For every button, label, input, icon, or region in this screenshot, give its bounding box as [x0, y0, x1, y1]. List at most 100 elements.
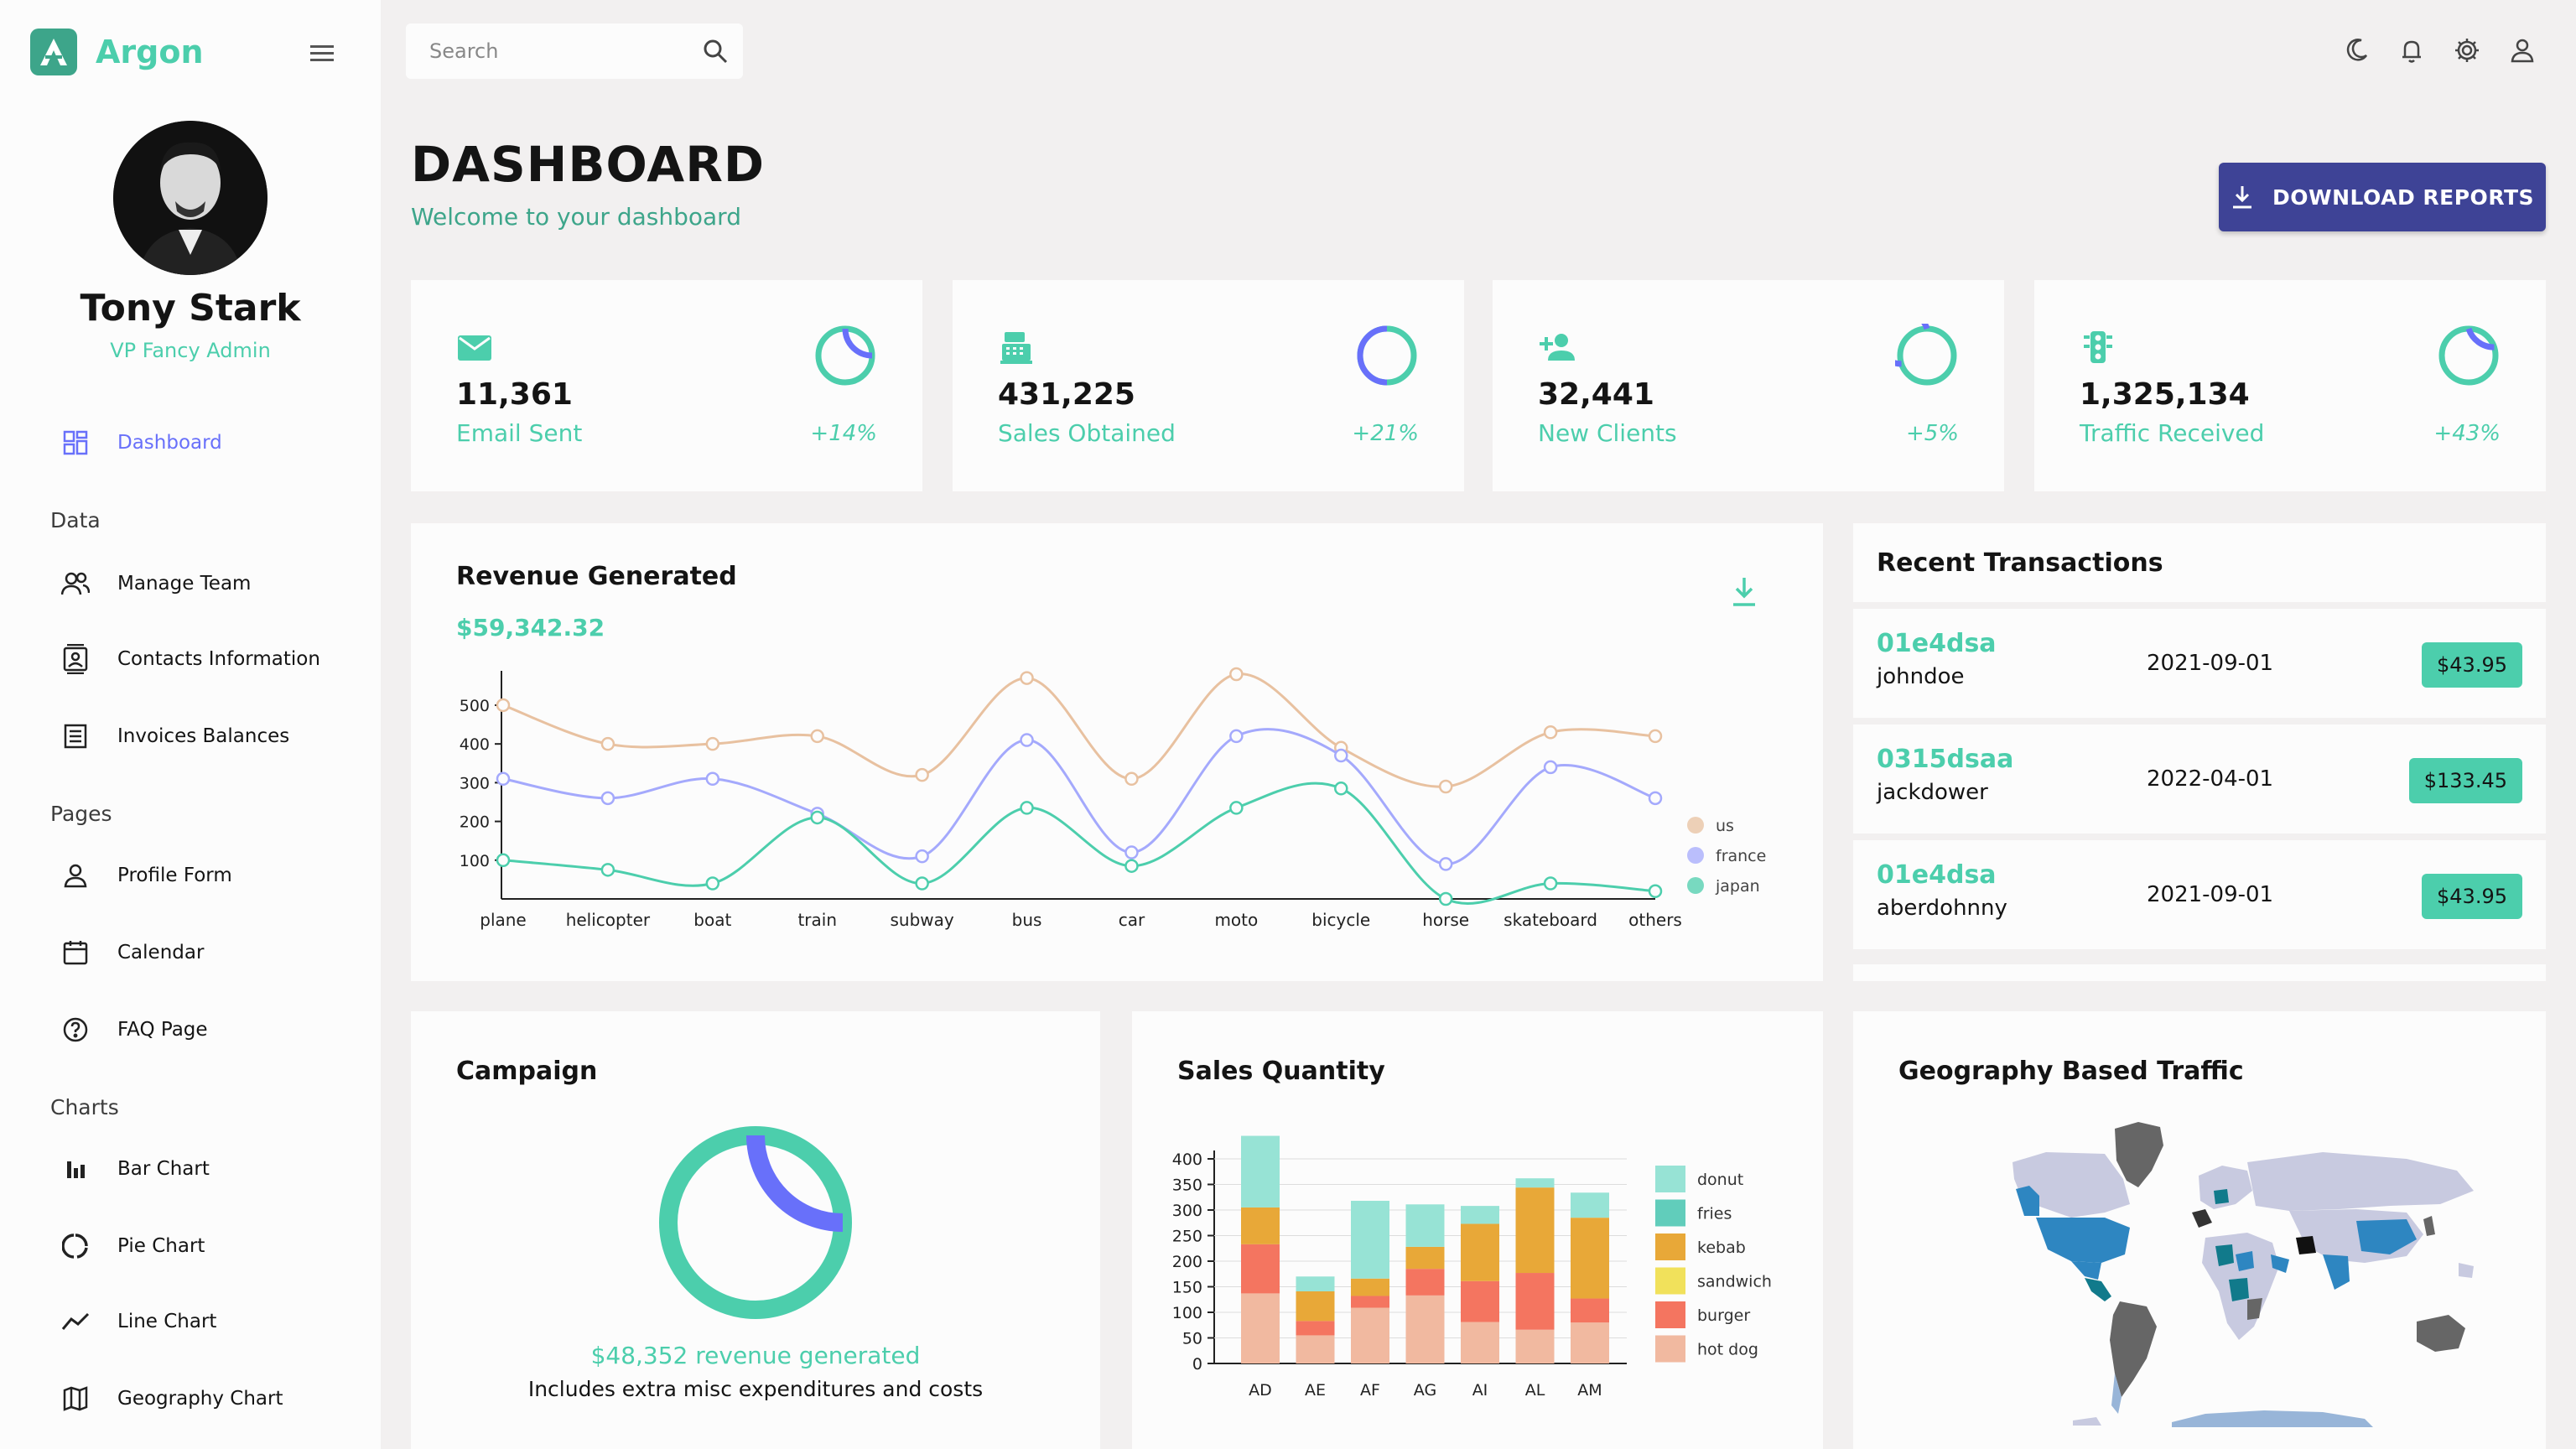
transaction-id: 01e4dsa [1877, 860, 1997, 890]
data-point [1124, 771, 1139, 787]
data-point [1124, 845, 1139, 860]
y-tick-label: 0 [1192, 1355, 1202, 1374]
ring-progress-arc [746, 1135, 844, 1232]
data-point [705, 771, 720, 787]
legend-swatch [1687, 877, 1704, 894]
search-bar [406, 23, 743, 79]
data-point [1648, 884, 1663, 899]
ring-progress-arc [1357, 325, 1388, 386]
line-chart-icon [60, 1306, 91, 1337]
sidebar-item-bar-chart[interactable]: Bar Chart [60, 1147, 210, 1191]
legend-label: donut [1697, 1171, 1743, 1189]
legend-swatch [1687, 817, 1704, 834]
y-tick-label: 300 [1172, 1202, 1202, 1220]
bar-segment-hot-dog [1351, 1307, 1389, 1363]
x-tick-label: AL [1525, 1381, 1545, 1400]
sidebar-item-pie-chart[interactable]: Pie Chart [60, 1224, 205, 1268]
sidebar-item-label: Invoices Balances [117, 725, 290, 747]
sidebar-item-manage-team[interactable]: Manage Team [60, 562, 251, 605]
settings-icon[interactable] [2450, 34, 2484, 67]
stat-value: 431,225 [998, 377, 1135, 412]
data-point [915, 849, 929, 864]
user-icon[interactable] [2506, 34, 2539, 67]
geo-card: Geography Based Traffic [1853, 1011, 2546, 1449]
data-point [810, 729, 824, 744]
sidebar-item-profile-form[interactable]: Profile Form [60, 854, 232, 897]
sidebar-item-dashboard[interactable]: Dashboard [60, 421, 222, 465]
campaign-note: Includes extra misc expenditures and cos… [527, 1377, 984, 1401]
section-title-data: Data [50, 508, 101, 532]
sidebar-item-label: Dashboard [117, 432, 222, 454]
sidebar-item-line-chart[interactable]: Line Chart [60, 1300, 216, 1343]
x-tick-label: plane [480, 910, 527, 930]
bar-segment-burger [1571, 1298, 1609, 1323]
sidebar-item-invoices[interactable]: Invoices Balances [60, 714, 289, 758]
geo-title: Geography Based Traffic [1898, 1057, 2244, 1086]
y-tick-label: 200 [460, 813, 490, 832]
transaction-cost-badge: $133.45 [2408, 758, 2522, 803]
bar-segment-hot-dog [1515, 1329, 1555, 1363]
stat-card-clients: 32,441 New Clients +5% [1493, 280, 2004, 491]
sidebar: Argon Tony Stark VP Fancy Admin Dashboar… [0, 0, 381, 1449]
y-tick-label: 50 [1182, 1330, 1202, 1348]
sidebar-item-faq[interactable]: FAQ Page [60, 1008, 208, 1052]
notifications-icon[interactable] [2395, 34, 2428, 67]
stat-value: 11,361 [456, 377, 573, 412]
sidebar-item-geography-chart[interactable]: Geography Chart [60, 1377, 283, 1420]
menu-icon[interactable] [307, 40, 337, 67]
x-tick-label: bicycle [1311, 910, 1370, 930]
download-reports-button[interactable]: DOWNLOAD REPORTS [2219, 163, 2546, 231]
y-tick-label: 400 [460, 735, 490, 754]
transaction-cost-badge: $43.95 [2422, 874, 2522, 919]
data-point [1648, 729, 1663, 744]
page-subtitle: Welcome to your dashboard [411, 203, 741, 231]
data-point [1438, 891, 1453, 906]
data-point [1334, 782, 1348, 796]
sidebar-item-calendar[interactable]: Calendar [60, 931, 204, 974]
data-point [496, 698, 511, 713]
bar-segment-burger [1351, 1296, 1389, 1308]
profile-role: VP Fancy Admin [110, 339, 271, 362]
x-tick-label: AE [1305, 1381, 1326, 1400]
x-tick-label: AF [1360, 1381, 1380, 1400]
data-point [496, 771, 511, 787]
legend-label: kebab [1697, 1239, 1746, 1257]
argon-logo-icon [30, 29, 77, 75]
transaction-id: 0315dsaa [1877, 745, 2014, 774]
section-title-pages: Pages [50, 802, 112, 826]
download-icon[interactable] [1729, 575, 1759, 609]
data-point [1543, 725, 1558, 740]
revenue-title: Revenue Generated [456, 562, 737, 591]
transaction-row[interactable]: 01e4dsa johndoe 2021-09-01 $43.95 [1853, 609, 2546, 718]
sales-title: Sales Quantity [1177, 1057, 1385, 1086]
bar-segment-burger [1296, 1321, 1335, 1336]
transaction-cost-badge: $43.95 [2422, 642, 2522, 688]
dashboard-icon [60, 428, 91, 458]
search-input[interactable] [429, 35, 681, 67]
sidebar-item-contacts[interactable]: Contacts Information [60, 637, 320, 681]
transaction-row[interactable]: 0315dsaa jackdower 2022-04-01 $133.45 [1853, 724, 2546, 834]
legend-label: us [1716, 817, 1734, 835]
map-icon [60, 1384, 91, 1414]
y-tick-label: 200 [1172, 1253, 1202, 1271]
search-icon[interactable] [701, 37, 730, 65]
transaction-date: 2022-04-01 [2147, 766, 2274, 792]
legend-swatch [1655, 1267, 1685, 1295]
sidebar-item-label: Profile Form [117, 865, 232, 886]
bar-segment-donut [1241, 1135, 1280, 1208]
progress-ring [1357, 325, 1417, 386]
help-icon [60, 1015, 91, 1045]
bar-segment-burger [1405, 1269, 1445, 1296]
transaction-row[interactable]: 01e4dsa aberdohnny 2021-09-01 $43.95 [1853, 840, 2546, 949]
x-tick-label: train [797, 910, 837, 930]
x-tick-label: car [1119, 910, 1145, 930]
data-point [1334, 748, 1348, 763]
legend-swatch [1655, 1335, 1685, 1363]
brand[interactable]: Argon [30, 29, 204, 75]
bar-segment-kebab [1571, 1218, 1609, 1299]
y-tick-label: 500 [460, 697, 490, 715]
data-point [1543, 876, 1558, 891]
dark-mode-icon[interactable] [2340, 34, 2373, 67]
stat-label: New Clients [1538, 419, 1677, 447]
series-line-france [502, 728, 1656, 865]
